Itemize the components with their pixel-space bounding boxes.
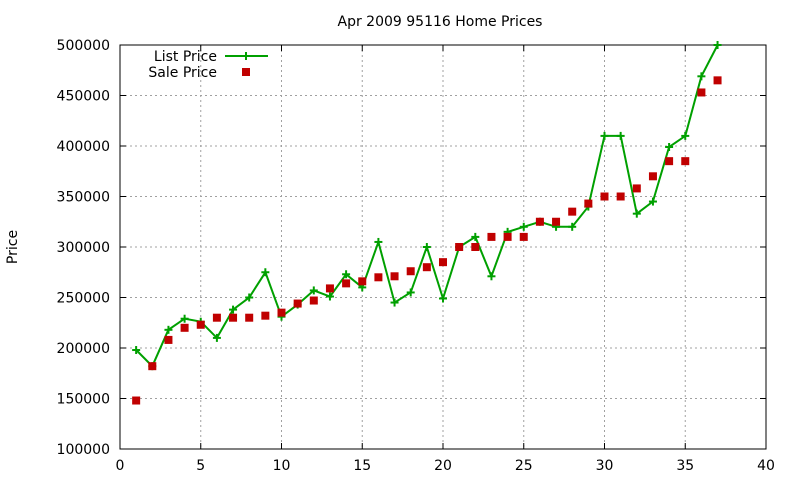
y-tick-label: 400000 xyxy=(57,139,110,155)
list-price-point xyxy=(374,237,383,246)
sale-price-point xyxy=(358,277,367,286)
sale-price-point xyxy=(164,335,173,344)
sale-price-point xyxy=(471,243,480,251)
ticks: 0 5 10 15 20 25 30 35 40 100000 150000 200000 250000… xyxy=(57,38,775,474)
sale-price-point xyxy=(681,157,690,166)
sale-price-point xyxy=(325,284,334,293)
legend-label: List Price xyxy=(154,49,217,65)
list-price-point xyxy=(180,314,189,323)
sale-price-point xyxy=(648,172,657,181)
x-tick-label: 35 xyxy=(676,458,694,474)
list-price-point xyxy=(325,292,334,301)
list-price-point xyxy=(632,209,641,218)
sale-price-point xyxy=(519,232,528,241)
x-tick-label: 15 xyxy=(353,458,371,474)
sale-price-point xyxy=(374,273,383,282)
list-price-point xyxy=(681,131,690,140)
list-price-point xyxy=(342,270,351,279)
sale-price-point xyxy=(535,217,544,226)
y-tick-label: 150000 xyxy=(57,392,110,408)
sale-price-point xyxy=(697,88,706,97)
sale-price-point xyxy=(422,263,431,272)
list-price-point xyxy=(132,346,141,355)
list-price-point xyxy=(519,222,528,231)
sale-price-point xyxy=(245,313,254,322)
sale-price-point xyxy=(261,311,270,320)
sale-price-point xyxy=(229,313,238,322)
list-price-point xyxy=(439,294,447,303)
sale-price-point xyxy=(196,320,205,329)
series-sale-price xyxy=(132,76,722,405)
list-price-point xyxy=(390,298,399,307)
grid xyxy=(120,45,766,449)
x-tick-label: 10 xyxy=(273,458,291,474)
y-tick-label: 200000 xyxy=(57,341,110,357)
sale-price-point xyxy=(148,362,157,371)
list-price-point xyxy=(487,272,496,281)
sale-price-point xyxy=(600,192,609,201)
sale-price-point xyxy=(132,396,141,405)
sale-price-point xyxy=(212,313,221,322)
legend-label: Sale Price xyxy=(148,65,217,81)
sale-price-point xyxy=(342,279,351,288)
sale-price-point xyxy=(439,258,447,267)
sale-price-point xyxy=(455,243,464,251)
x-tick-label: 25 xyxy=(515,458,533,474)
legend-square-sample xyxy=(242,68,250,76)
list-price-line xyxy=(135,44,719,368)
list-price-point xyxy=(713,41,722,49)
sale-price-point xyxy=(277,308,286,317)
sale-price-point xyxy=(390,272,399,281)
sale-price-point xyxy=(487,232,496,241)
list-price-point xyxy=(648,197,657,206)
y-tick-label: 100000 xyxy=(57,442,110,458)
list-price-point xyxy=(164,325,173,334)
sale-price-point xyxy=(309,296,318,305)
list-price-point xyxy=(568,222,577,231)
list-price-point xyxy=(309,286,318,295)
x-tick-label: 40 xyxy=(757,458,775,474)
sale-price-point xyxy=(665,157,674,166)
sale-price-point xyxy=(616,192,625,201)
sale-price-point xyxy=(180,323,189,332)
list-price-point xyxy=(665,143,674,152)
list-price-point xyxy=(471,232,480,241)
y-tick-label: 250000 xyxy=(57,291,110,307)
chart-title: Apr 2009 95116 Home Prices xyxy=(338,14,543,30)
x-tick-label: 30 xyxy=(596,458,614,474)
list-price-point xyxy=(600,131,609,140)
list-price-point xyxy=(245,293,254,302)
list-price-point xyxy=(212,333,221,342)
sale-price-point xyxy=(568,207,577,216)
list-price-point xyxy=(616,131,625,140)
sale-price-point xyxy=(293,299,302,308)
y-axis-label: Price xyxy=(5,230,21,264)
y-tick-label: 350000 xyxy=(57,190,110,206)
list-price-point xyxy=(261,268,270,277)
legend-plus-sample xyxy=(242,52,250,60)
x-tick-label: 5 xyxy=(196,458,205,474)
sale-price-point xyxy=(584,199,593,208)
list-price-point xyxy=(229,305,238,314)
list-price-point xyxy=(406,288,415,297)
sale-price-point xyxy=(406,267,415,276)
sale-price-point xyxy=(503,232,512,241)
series xyxy=(132,41,722,405)
sale-price-point xyxy=(552,217,561,226)
y-tick-label: 300000 xyxy=(57,240,110,256)
y-tick-label: 500000 xyxy=(57,38,110,54)
list-price-point xyxy=(697,72,706,81)
y-tick-label: 450000 xyxy=(57,89,110,105)
sale-price-point xyxy=(632,184,641,193)
list-price-point xyxy=(422,243,431,251)
sale-price-point xyxy=(713,76,722,85)
x-tick-label: 0 xyxy=(116,458,125,474)
x-tick-label: 20 xyxy=(434,458,452,474)
